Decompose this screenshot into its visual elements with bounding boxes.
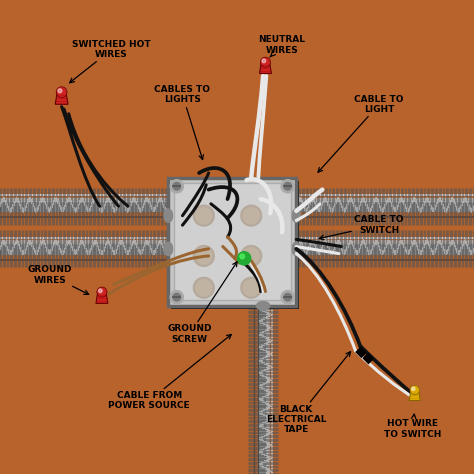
Ellipse shape (256, 301, 270, 310)
Ellipse shape (164, 209, 173, 222)
Ellipse shape (164, 242, 173, 255)
Circle shape (97, 287, 107, 297)
Text: BLACK
ELECTRICAL
TAPE: BLACK ELECTRICAL TAPE (266, 352, 350, 434)
Text: CABLE FROM
POWER SOURCE: CABLE FROM POWER SOURCE (109, 335, 231, 410)
Circle shape (241, 246, 262, 266)
Polygon shape (409, 387, 420, 401)
Text: GROUND
SCREW: GROUND SCREW (167, 262, 237, 344)
Circle shape (193, 205, 214, 226)
Circle shape (241, 205, 262, 226)
Circle shape (411, 387, 415, 391)
Circle shape (262, 59, 266, 63)
Ellipse shape (292, 242, 301, 255)
Text: GROUND
WIRES: GROUND WIRES (27, 265, 89, 294)
Circle shape (281, 291, 294, 304)
Text: CABLE TO
SWITCH: CABLE TO SWITCH (319, 216, 404, 240)
Circle shape (237, 252, 251, 265)
Text: CABLES TO
LIGHTS: CABLES TO LIGHTS (155, 85, 210, 160)
Circle shape (241, 277, 262, 298)
Text: NEUTRAL
WIRES: NEUTRAL WIRES (258, 36, 306, 57)
Circle shape (58, 89, 62, 93)
Circle shape (170, 180, 183, 193)
Circle shape (173, 182, 181, 190)
Circle shape (193, 277, 214, 298)
Polygon shape (259, 59, 272, 73)
Circle shape (196, 280, 211, 295)
Polygon shape (96, 289, 108, 303)
Circle shape (410, 385, 419, 395)
Circle shape (284, 293, 292, 301)
Circle shape (99, 289, 102, 292)
Bar (171, 181, 299, 309)
Text: CABLE TO
LIGHT: CABLE TO LIGHT (318, 95, 404, 172)
Polygon shape (55, 89, 68, 104)
Circle shape (193, 246, 214, 266)
Circle shape (244, 208, 259, 223)
Circle shape (56, 87, 67, 98)
Circle shape (244, 248, 259, 264)
Bar (168, 178, 296, 306)
Circle shape (284, 182, 292, 190)
Circle shape (281, 180, 294, 193)
Bar (174, 183, 291, 300)
Text: HOT WIRE
TO SWITCH: HOT WIRE TO SWITCH (383, 414, 441, 438)
Text: SWITCHED HOT
WIRES: SWITCHED HOT WIRES (70, 40, 151, 83)
Circle shape (260, 57, 271, 67)
Circle shape (196, 248, 211, 264)
Circle shape (240, 254, 245, 259)
Circle shape (173, 293, 181, 301)
Circle shape (196, 208, 211, 223)
Circle shape (244, 280, 259, 295)
Circle shape (170, 291, 183, 304)
Ellipse shape (292, 209, 301, 222)
